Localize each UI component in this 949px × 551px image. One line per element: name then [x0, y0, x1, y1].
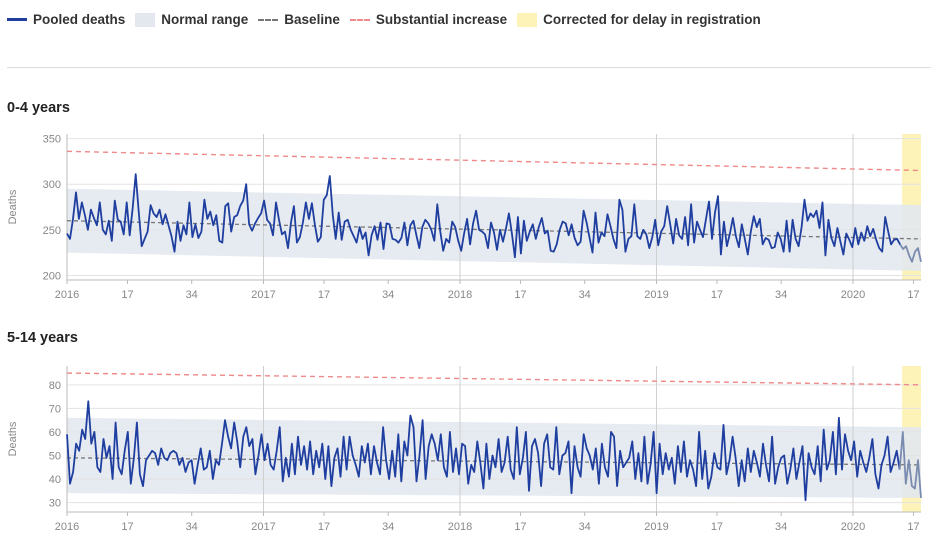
x-tick-label: 2020: [841, 521, 865, 533]
x-tick-label: 2017: [251, 289, 275, 301]
y-tick-label: 50: [49, 450, 61, 462]
x-tick-label: 34: [775, 289, 787, 301]
x-tick-label: 2018: [448, 289, 472, 301]
x-tick-label: 2019: [644, 521, 668, 533]
legend-item-corrected[interactable]: Corrected for delay in registration: [517, 12, 761, 27]
x-tick-label: 17: [121, 289, 133, 301]
y-tick-label: 350: [43, 134, 61, 146]
x-tick-label: 17: [514, 521, 526, 533]
x-tick-label: 17: [318, 289, 330, 301]
legend-swatch-corrected: [517, 12, 538, 27]
pooled-deaths-corrected-line: [898, 431, 922, 498]
legend-label-baseline: Baseline: [284, 12, 340, 27]
chart-0-4-years: 200 250 300 350 2016 17 34 2017 17 34 2018 17 34 2019…: [7, 134, 922, 301]
pooled-deaths-corrected-line: [899, 243, 922, 263]
x-tick-label: 17: [907, 521, 919, 533]
x-tick-label: 2020: [841, 289, 865, 301]
legend-item-pooled-deaths[interactable]: Pooled deaths: [7, 12, 125, 27]
legend-label-normal: Normal range: [161, 12, 249, 27]
x-tick-label: 17: [514, 289, 526, 301]
x-tick-label: 2016: [55, 289, 79, 301]
y-axis-title: Deaths: [7, 189, 19, 224]
x-tick-label: 2017: [251, 521, 275, 533]
legend-item-substantial-increase[interactable]: Substantial increase: [349, 12, 508, 27]
y-tick-label: 250: [43, 225, 61, 237]
panel-title-0-4-years: 0-4 years: [7, 100, 70, 116]
y-tick-label: 30: [49, 498, 61, 510]
x-tick-label: 17: [121, 521, 133, 533]
substantial-increase-line: [66, 150, 922, 172]
legend-swatch-normal: [135, 12, 156, 27]
x-tick-label: 34: [382, 521, 394, 533]
legend-swatch-substantial: [349, 18, 370, 21]
y-tick-label: 200: [43, 270, 61, 282]
y-axis-title: Deaths: [7, 421, 19, 456]
x-tick-label: 34: [382, 289, 394, 301]
pooled-deaths-line: [66, 400, 901, 502]
x-tick-label: 34: [186, 289, 198, 301]
legend-item-normal-range[interactable]: Normal range: [135, 12, 248, 27]
substantial-increase-line: [66, 372, 922, 386]
chart-legend: Pooled deaths Normal range Baseline Subs…: [7, 12, 771, 27]
x-tick-label: 34: [775, 521, 787, 533]
panel-title-5-14-years: 5-14 years: [7, 330, 78, 346]
y-tick-label: 70: [49, 403, 61, 415]
legend-swatch-pooled: [7, 18, 27, 21]
legend-item-baseline[interactable]: Baseline: [258, 12, 340, 27]
x-tick-label: 17: [907, 289, 919, 301]
y-tick-label: 40: [49, 474, 61, 486]
x-tick-label: 2018: [448, 521, 472, 533]
x-tick-label: 17: [711, 521, 723, 533]
legend-swatch-baseline: [258, 18, 279, 21]
chart-5-14-years: 30 40 50 60 70 80 2016 17 34 2017 17 34 2018 17 34 2019…: [7, 366, 922, 533]
x-tick-label: 34: [186, 521, 198, 533]
y-tick-label: 60: [49, 427, 61, 439]
legend-divider: [7, 67, 931, 68]
x-tick-label: 2016: [55, 521, 79, 533]
legend-label-corrected: Corrected for delay in registration: [543, 12, 761, 27]
x-tick-label: 34: [579, 521, 591, 533]
x-tick-label: 17: [318, 521, 330, 533]
legend-label-pooled: Pooled deaths: [33, 12, 126, 27]
y-tick-label: 80: [49, 380, 61, 392]
x-tick-label: 17: [711, 289, 723, 301]
x-tick-label: 2019: [644, 289, 668, 301]
legend-label-substantial: Substantial increase: [375, 12, 508, 27]
pooled-deaths-line: [66, 173, 901, 259]
y-tick-label: 300: [43, 179, 61, 191]
x-tick-label: 34: [579, 289, 591, 301]
